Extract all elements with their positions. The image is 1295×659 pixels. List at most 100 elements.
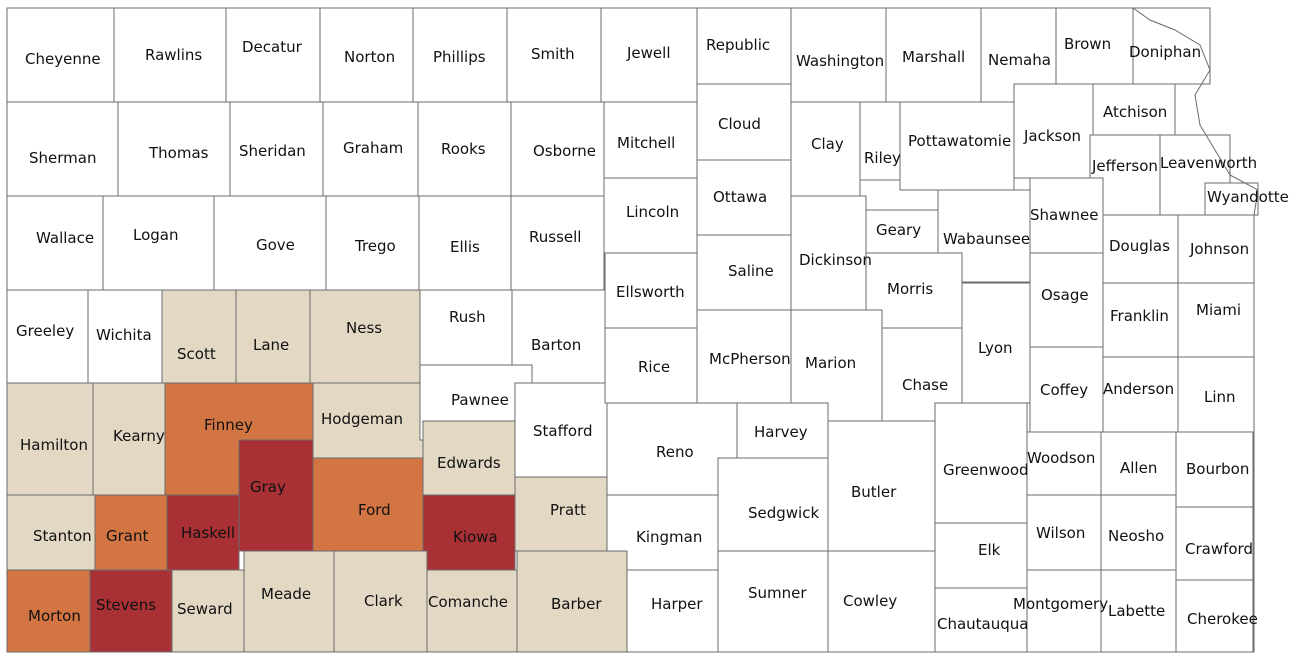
county-anderson	[1102, 356, 1179, 433]
county-label-doniphan: Doniphan	[1129, 43, 1201, 61]
county-label-pratt: Pratt	[550, 501, 586, 519]
county-label-sherman: Sherman	[29, 149, 96, 167]
county-label-meade: Meade	[261, 585, 311, 603]
county-label-clark: Clark	[364, 592, 403, 610]
county-label-clay: Clay	[811, 135, 844, 153]
county-johnson	[1177, 214, 1255, 284]
county-label-hodgeman: Hodgeman	[321, 410, 403, 428]
county-label-ellis: Ellis	[450, 238, 480, 256]
county-miami	[1177, 282, 1255, 358]
county-label-seward: Seward	[177, 600, 233, 618]
county-label-ottawa: Ottawa	[713, 188, 767, 206]
county-label-pottawatomie: Pottawatomie	[908, 132, 1011, 150]
county-label-douglas: Douglas	[1109, 237, 1170, 255]
county-kiowa	[422, 494, 516, 571]
county-label-rush: Rush	[449, 308, 486, 326]
county-label-jackson: Jackson	[1023, 127, 1081, 145]
county-label-decatur: Decatur	[242, 38, 303, 56]
county-thomas	[117, 101, 231, 197]
county-label-logan: Logan	[133, 226, 179, 244]
county-label-bourbon: Bourbon	[1186, 460, 1249, 478]
county-hodgeman	[312, 382, 424, 459]
county-label-morton: Morton	[28, 607, 81, 625]
county-harper	[626, 569, 719, 653]
county-label-lane: Lane	[253, 336, 289, 354]
county-label-haskell: Haskell	[181, 524, 235, 542]
county-label-mitchell: Mitchell	[617, 134, 675, 152]
county-label-pawnee: Pawnee	[451, 391, 509, 409]
county-haskell	[166, 494, 240, 571]
county-label-kingman: Kingman	[636, 528, 702, 546]
county-label-coffey: Coffey	[1040, 381, 1088, 399]
county-label-washington: Washington	[796, 52, 884, 70]
county-label-gove: Gove	[256, 236, 295, 254]
county-label-anderson: Anderson	[1103, 380, 1174, 398]
county-chautauqua	[934, 587, 1028, 653]
county-label-atchison: Atchison	[1103, 103, 1167, 121]
county-marshall	[885, 7, 982, 103]
county-lyon	[961, 282, 1031, 404]
county-osborne	[510, 101, 605, 197]
county-russell	[510, 195, 605, 291]
county-label-lyon: Lyon	[978, 339, 1013, 357]
county-label-harvey: Harvey	[754, 423, 808, 441]
county-labette	[1100, 569, 1177, 653]
county-label-elk: Elk	[978, 541, 1001, 559]
county-linn	[1177, 356, 1255, 433]
county-label-stevens: Stevens	[96, 596, 156, 614]
county-logan	[102, 195, 215, 291]
county-label-allen: Allen	[1120, 459, 1157, 477]
county-label-riley: Riley	[864, 149, 901, 167]
county-label-chautauqua: Chautauqua	[937, 615, 1028, 633]
county-label-wilson: Wilson	[1036, 524, 1085, 542]
county-sedgwick	[717, 457, 829, 552]
county-butler	[827, 420, 936, 552]
county-label-linn: Linn	[1204, 388, 1236, 406]
county-label-osborne: Osborne	[533, 142, 596, 160]
county-label-ellsworth: Ellsworth	[616, 283, 685, 301]
county-label-edwards: Edwards	[437, 454, 501, 472]
county-elk	[934, 522, 1028, 589]
county-hamilton	[6, 382, 94, 496]
county-label-brown: Brown	[1064, 35, 1111, 53]
county-meade	[243, 550, 335, 653]
county-label-lincoln: Lincoln	[626, 203, 679, 221]
county-mitchell	[603, 101, 698, 179]
county-label-ness: Ness	[346, 319, 382, 337]
county-graham	[322, 101, 419, 197]
county-lane	[235, 289, 311, 384]
county-label-sedgwick: Sedgwick	[748, 504, 819, 522]
county-morton	[6, 569, 91, 653]
county-ford	[312, 457, 424, 552]
county-cloud	[696, 83, 792, 161]
county-label-graham: Graham	[343, 139, 403, 157]
county-label-labette: Labette	[1108, 602, 1165, 620]
county-label-morris: Morris	[887, 280, 933, 298]
county-neosho	[1100, 494, 1177, 571]
county-label-cowley: Cowley	[843, 592, 897, 610]
county-label-sheridan: Sheridan	[239, 142, 306, 160]
county-label-neosho: Neosho	[1108, 527, 1164, 545]
county-ellsworth	[604, 252, 698, 329]
county-label-norton: Norton	[344, 48, 395, 66]
county-label-chase: Chase	[902, 376, 948, 394]
county-label-wyandotte: Wyandotte	[1207, 188, 1289, 206]
county-doniphan	[1132, 7, 1211, 85]
county-label-dickinson: Dickinson	[799, 251, 872, 269]
county-greenwood	[934, 402, 1028, 524]
county-label-johnson: Johnson	[1189, 240, 1249, 258]
county-seward	[171, 569, 245, 653]
county-cheyenne	[6, 7, 115, 103]
county-label-cherokee: Cherokee	[1187, 610, 1258, 628]
state-outline	[6, 7, 1259, 653]
county-brown	[1055, 7, 1134, 85]
county-label-marion: Marion	[805, 354, 856, 372]
county-norton	[319, 7, 414, 103]
county-wyandotte	[1204, 182, 1259, 216]
county-crawford	[1175, 506, 1254, 581]
county-label-butler: Butler	[851, 483, 897, 501]
county-lincoln	[603, 177, 698, 254]
county-sumner	[717, 550, 829, 653]
county-label-shawnee: Shawnee	[1030, 206, 1098, 224]
county-dickinson	[790, 195, 867, 311]
